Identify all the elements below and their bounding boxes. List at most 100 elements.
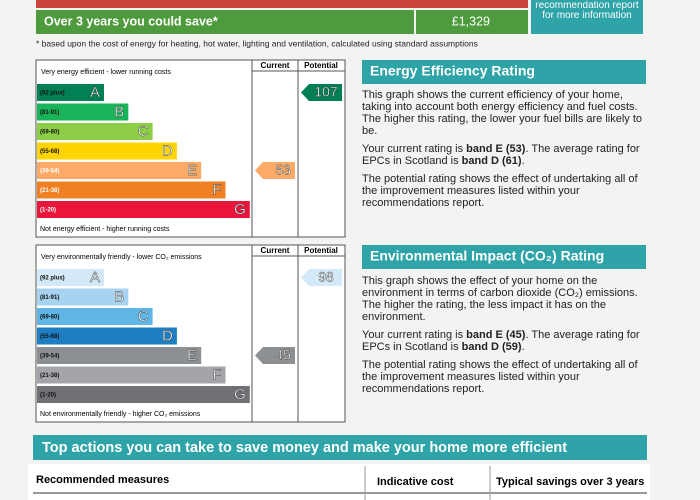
side-note: recommendation report for more informati… <box>535 1 639 21</box>
paragraph: The potential rating shows the effect of… <box>362 359 646 395</box>
current-rating: 53 <box>275 162 291 178</box>
cost-bar <box>36 0 528 8</box>
panel-title-bar <box>362 245 646 269</box>
band <box>37 288 129 306</box>
column-header: Current <box>261 246 290 255</box>
paragraph: This graph shows the effect of your home… <box>362 275 646 323</box>
table <box>28 464 650 500</box>
banner <box>33 435 647 460</box>
savings-value: £1,329 <box>452 14 490 28</box>
panel-title: Environmental Impact (CO₂) Rating <box>370 248 604 264</box>
text-run: The potential rating shows the effect of… <box>362 173 638 209</box>
footnote: * based upon the cost of energy for heat… <box>36 38 478 48</box>
band-range: (55-68) <box>40 149 59 155</box>
text-run: band D (61) <box>461 155 522 167</box>
rating-arrow <box>301 269 342 286</box>
side-note-wrap: recommendation report for more informati… <box>535 1 639 21</box>
band-range: (39-54) <box>40 169 59 175</box>
band <box>37 123 153 140</box>
table-header: Typical savings over 3 years <box>496 476 644 488</box>
paragraph: Your current rating is band E (53). The … <box>362 143 646 167</box>
band <box>37 366 226 384</box>
band-range: (21-38) <box>40 373 59 379</box>
energy-panel-text: This graph shows the current efficiency … <box>362 89 646 215</box>
band-range: (21-38) <box>40 188 59 194</box>
band <box>37 327 177 345</box>
panel-title-bar <box>362 60 646 84</box>
text-run: . <box>521 341 525 353</box>
band <box>37 386 250 403</box>
band-letter: A <box>90 84 100 101</box>
table-header: Recommended measures <box>36 474 169 486</box>
band-letter: F <box>212 366 221 383</box>
band-letter: B <box>114 288 124 305</box>
band <box>37 162 202 179</box>
column-header: Potential <box>304 246 338 255</box>
savings-label: Over 3 years you could save* <box>44 14 218 28</box>
bottom-label: Not energy efficient - higher running co… <box>40 226 170 233</box>
banner-text: Top actions you can take to save money a… <box>42 440 567 456</box>
rating-arrow <box>255 162 295 179</box>
side-note-box <box>531 0 643 34</box>
band-letter: D <box>162 142 173 159</box>
top-label: Very energy efficient - lower running co… <box>41 69 171 76</box>
text-run: . <box>521 155 525 167</box>
band-letter: G <box>234 386 246 403</box>
band <box>37 142 177 160</box>
band-range: (55-68) <box>40 334 59 340</box>
text-run: band E (45) <box>466 329 526 341</box>
band-range: (1-20) <box>40 208 56 214</box>
top-label: Very environmentally friendly - lower CO… <box>41 254 202 261</box>
band <box>37 269 104 286</box>
band <box>37 308 153 325</box>
current-rating: 45 <box>275 347 291 363</box>
band-letter: E <box>187 347 197 364</box>
paragraph: This graph shows the current efficiency … <box>362 89 646 137</box>
band <box>37 181 226 199</box>
band-range: (39-54) <box>40 354 59 360</box>
column-header: Potential <box>304 61 338 70</box>
band <box>37 201 250 218</box>
rating-arrow <box>255 347 295 364</box>
band-letter: C <box>138 308 149 325</box>
savings-value-box <box>416 10 528 34</box>
column-header: Current <box>261 61 290 70</box>
band-letter: C <box>138 123 149 140</box>
band-letter: G <box>234 201 246 218</box>
savings-bar <box>36 10 414 34</box>
band-range: (81-91) <box>40 295 59 301</box>
table-header: Indicative cost <box>377 476 454 488</box>
rating-arrow <box>301 84 342 101</box>
text-run: band D (59) <box>461 341 522 353</box>
band-letter: B <box>114 103 124 120</box>
band-range: (1-20) <box>40 393 56 399</box>
text-run: Your current rating is <box>362 329 467 341</box>
env-panel-text: This graph shows the effect of your home… <box>362 275 646 401</box>
band <box>37 103 129 121</box>
text-run: . The average rating for EPCs in Scotlan… <box>362 143 640 167</box>
band-range: (92 plus) <box>40 276 65 282</box>
text-run: This graph shows the current efficiency … <box>362 89 643 137</box>
text-run: Your current rating is <box>362 143 467 155</box>
text-run: The potential rating shows the effect of… <box>362 359 638 395</box>
band-range: (81-91) <box>40 110 59 116</box>
paragraph: Your current rating is band E (45). The … <box>362 329 646 353</box>
band-letter: A <box>90 269 100 286</box>
text-run: This graph shows the effect of your home… <box>362 275 638 323</box>
band <box>37 84 104 101</box>
potential-rating: 107 <box>314 84 338 100</box>
text-run: . The average rating for EPCs in Scotlan… <box>362 329 640 353</box>
band-range: (92 plus) <box>40 91 65 97</box>
paragraph: The potential rating shows the effect of… <box>362 173 646 209</box>
band-range: (69-80) <box>40 315 59 321</box>
band-letter: F <box>212 181 221 198</box>
potential-rating: 98 <box>318 269 334 285</box>
panel-title: Energy Efficiency Rating <box>370 63 535 79</box>
band-letter: E <box>187 162 197 179</box>
band <box>37 347 202 364</box>
band-letter: D <box>162 327 173 344</box>
band-range: (69-80) <box>40 130 59 136</box>
text-run: band E (53) <box>466 143 526 155</box>
